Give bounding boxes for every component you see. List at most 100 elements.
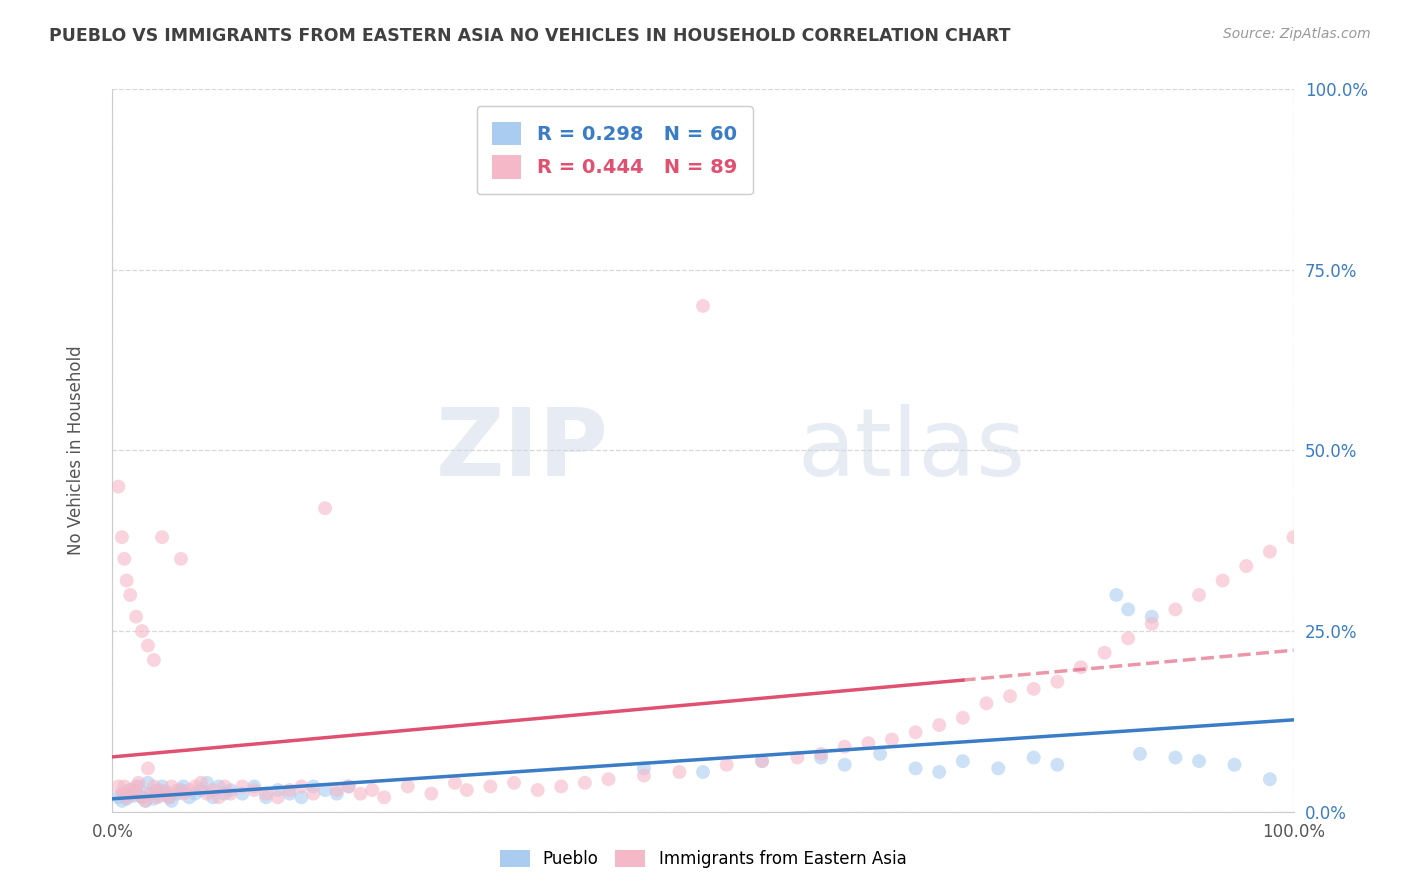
Point bbox=[170, 551, 193, 566]
Point bbox=[1094, 646, 1116, 660]
Point bbox=[668, 764, 690, 779]
Point bbox=[267, 790, 290, 805]
Legend: R = 0.298   N = 60, R = 0.444   N = 89: R = 0.298 N = 60, R = 0.444 N = 89 bbox=[477, 106, 752, 194]
Point bbox=[254, 787, 277, 801]
Point bbox=[142, 791, 165, 805]
Point bbox=[278, 787, 301, 801]
Point bbox=[115, 791, 138, 805]
Point bbox=[125, 780, 148, 794]
Point bbox=[1140, 616, 1163, 631]
Point bbox=[314, 783, 336, 797]
Point bbox=[267, 783, 290, 797]
Point bbox=[112, 787, 135, 801]
Point bbox=[115, 574, 138, 588]
Point bbox=[214, 787, 236, 801]
Point bbox=[120, 783, 142, 797]
Point bbox=[574, 776, 596, 790]
Point bbox=[142, 653, 165, 667]
Point bbox=[976, 696, 998, 710]
Point bbox=[1164, 602, 1187, 616]
Point bbox=[1188, 588, 1211, 602]
Point bbox=[120, 783, 142, 797]
Point bbox=[107, 780, 129, 794]
Point bbox=[1258, 544, 1281, 558]
Point bbox=[190, 776, 212, 790]
Point bbox=[146, 790, 169, 805]
Point bbox=[1116, 632, 1139, 646]
Point bbox=[155, 787, 177, 801]
Point bbox=[1282, 530, 1305, 544]
Point bbox=[337, 780, 360, 794]
Point bbox=[810, 750, 832, 764]
Point bbox=[166, 783, 188, 797]
Point bbox=[150, 530, 173, 544]
Point bbox=[107, 790, 129, 805]
Point bbox=[810, 747, 832, 761]
Point bbox=[314, 501, 336, 516]
Point bbox=[1212, 574, 1234, 588]
Point bbox=[184, 787, 207, 801]
Point bbox=[1140, 609, 1163, 624]
Point bbox=[633, 769, 655, 783]
Point bbox=[751, 754, 773, 768]
Point bbox=[633, 761, 655, 775]
Point bbox=[231, 780, 253, 794]
Point bbox=[111, 794, 134, 808]
Point bbox=[326, 787, 349, 801]
Point bbox=[1116, 602, 1139, 616]
Point bbox=[880, 732, 903, 747]
Point bbox=[456, 783, 478, 797]
Point bbox=[692, 764, 714, 779]
Point bbox=[396, 780, 419, 794]
Point bbox=[160, 780, 183, 794]
Point bbox=[157, 790, 180, 805]
Point bbox=[598, 772, 620, 787]
Point bbox=[131, 790, 153, 805]
Point bbox=[716, 757, 738, 772]
Point bbox=[179, 790, 201, 805]
Point bbox=[928, 718, 950, 732]
Point bbox=[219, 787, 242, 801]
Point bbox=[125, 784, 148, 798]
Point bbox=[1129, 747, 1152, 761]
Point bbox=[373, 790, 395, 805]
Text: PUEBLO VS IMMIGRANTS FROM EASTERN ASIA NO VEHICLES IN HOUSEHOLD CORRELATION CHAR: PUEBLO VS IMMIGRANTS FROM EASTERN ASIA N… bbox=[49, 27, 1011, 45]
Point bbox=[139, 787, 162, 801]
Point bbox=[231, 787, 253, 801]
Point bbox=[135, 794, 157, 808]
Point bbox=[166, 787, 188, 801]
Point bbox=[1188, 754, 1211, 768]
Point bbox=[751, 754, 773, 768]
Point bbox=[127, 780, 149, 794]
Point bbox=[550, 780, 572, 794]
Point bbox=[149, 783, 172, 797]
Point bbox=[869, 747, 891, 761]
Point bbox=[420, 787, 443, 801]
Point bbox=[1258, 772, 1281, 787]
Point bbox=[444, 776, 467, 790]
Point bbox=[131, 790, 153, 805]
Point bbox=[290, 780, 312, 794]
Point bbox=[479, 780, 502, 794]
Point bbox=[254, 790, 277, 805]
Point bbox=[928, 764, 950, 779]
Point bbox=[1070, 660, 1092, 674]
Point bbox=[111, 787, 134, 801]
Point bbox=[337, 780, 360, 794]
Point bbox=[112, 551, 135, 566]
Point bbox=[208, 780, 231, 794]
Point bbox=[170, 783, 193, 797]
Point bbox=[834, 739, 856, 754]
Point bbox=[184, 780, 207, 794]
Point bbox=[136, 761, 159, 775]
Point bbox=[107, 480, 129, 494]
Point bbox=[208, 790, 231, 805]
Point bbox=[201, 790, 224, 805]
Point bbox=[195, 776, 218, 790]
Point bbox=[219, 783, 242, 797]
Point bbox=[952, 711, 974, 725]
Point bbox=[349, 787, 371, 801]
Point bbox=[243, 783, 266, 797]
Point bbox=[112, 780, 135, 794]
Point bbox=[290, 790, 312, 805]
